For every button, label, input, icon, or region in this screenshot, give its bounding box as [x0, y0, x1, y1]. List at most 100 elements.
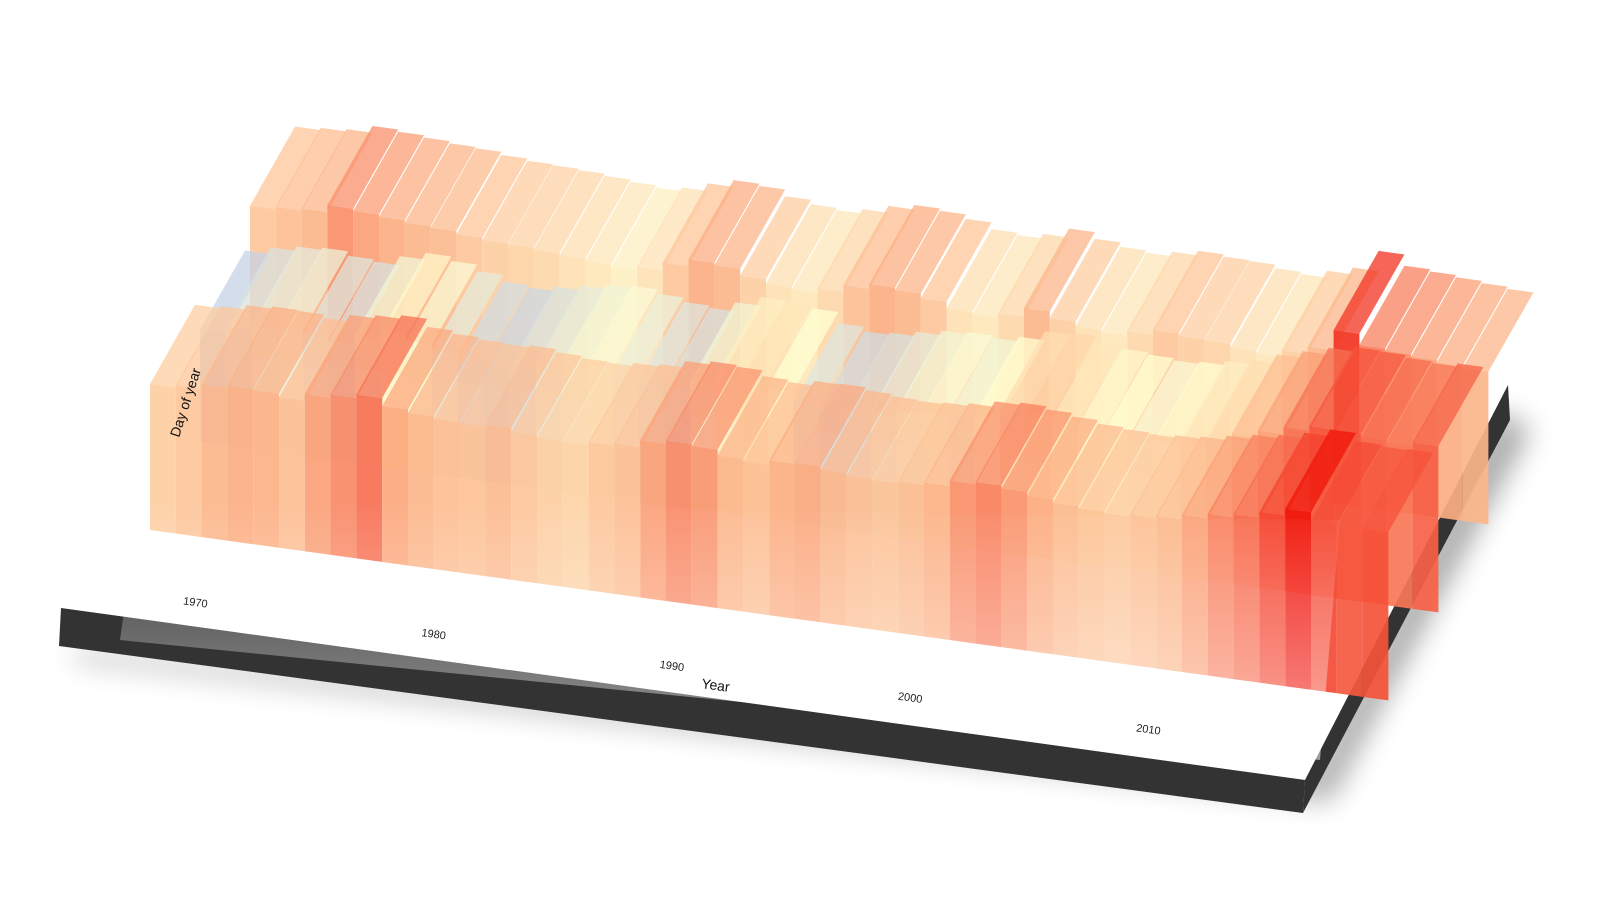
surface-bar-top [1049, 238, 1121, 322]
surface-bar-top [872, 400, 944, 484]
surface-bar-top [1103, 354, 1174, 438]
surface-bar-top [820, 390, 892, 474]
surface-bar-top [1335, 351, 1406, 435]
surface-bar-top [1361, 357, 1432, 441]
surface-bar-top [330, 315, 402, 398]
surface-bar-top [1285, 429, 1356, 513]
surface-bar-top [843, 205, 915, 289]
surface-bar-top [846, 396, 918, 479]
surface-bar-top [559, 175, 631, 259]
surface-bar-top [1075, 246, 1147, 330]
surface-bar-top [1078, 429, 1150, 512]
surface-bar-top [1025, 332, 1097, 416]
surface-bar-top [1359, 265, 1431, 349]
surface-bar [150, 384, 176, 534]
surface-bar-top [175, 306, 247, 389]
surface-bar-top [1178, 256, 1250, 340]
surface-bar-top [482, 160, 553, 244]
surface-bar-top [1232, 354, 1303, 438]
surface-bar-top [1230, 268, 1302, 351]
surface-bar-top [1101, 252, 1173, 336]
surface-bar-top [975, 402, 1047, 486]
surface-bar-top [382, 326, 453, 410]
surface-bar-top [769, 381, 840, 464]
surface-bar-top [380, 252, 452, 336]
surface-bar-top [535, 285, 607, 369]
surface-bar-top [561, 284, 632, 368]
surface-bar-top [562, 362, 634, 446]
surface-bar-top [1104, 433, 1176, 517]
surface-bar-top [795, 383, 866, 467]
surface-bar-top [533, 170, 605, 253]
surface-bar-top [1180, 360, 1252, 444]
surface-bar-top [253, 310, 324, 394]
surface-bar-top [201, 305, 273, 388]
surface-bar-top [1362, 449, 1434, 532]
surface-bar-top [458, 281, 529, 365]
surface-bar-top [1182, 435, 1253, 519]
surface-bar-top [1156, 436, 1227, 520]
surface-bar-top [327, 125, 399, 209]
surface-bar-top [456, 154, 528, 238]
surface-bar-top [743, 381, 815, 465]
surface-bar-top [920, 218, 992, 302]
surface-bar-top [611, 187, 682, 271]
surface-bar-top [1412, 363, 1484, 447]
surface-bar-top [275, 127, 347, 211]
surface-bar-top [1257, 351, 1329, 434]
surface-bar-top [1333, 250, 1405, 334]
surface-bar-top [717, 376, 789, 459]
surface-bar-top [1128, 360, 1200, 444]
x-tick-label: 2000 [897, 691, 923, 706]
surface-bar [1336, 525, 1363, 697]
surface-bar [1362, 528, 1389, 701]
surface-bar-top [974, 336, 1045, 420]
surface-bar-top [948, 337, 1019, 421]
surface-bar-top [150, 304, 221, 388]
surface-bar-top [640, 361, 711, 444]
surface-bar-top [1153, 250, 1224, 334]
surface-bar-top [791, 210, 863, 293]
surface-bar-top [379, 137, 450, 221]
surface-bar-top [688, 180, 760, 263]
surface-bar-top [1282, 270, 1353, 354]
surface-bar-top [459, 343, 531, 427]
x-tick-label: 1980 [421, 627, 447, 642]
surface-bar-top [1311, 441, 1382, 524]
surface-bar-top [896, 330, 968, 414]
surface-bar-top [537, 358, 608, 441]
surface-bar-top [1385, 271, 1456, 355]
x-tick-label: 2010 [1135, 722, 1161, 737]
surface-bar-top [1207, 434, 1279, 518]
surface-bar [1462, 368, 1489, 525]
surface-bar-top [356, 315, 428, 398]
surface-bar-top [1077, 348, 1148, 432]
surface-bar-top [972, 234, 1044, 318]
surface-bar-top [1462, 288, 1534, 372]
surface-bar-top [638, 301, 710, 385]
surface-bar-top [869, 205, 940, 288]
surface-bar-top [998, 234, 1069, 317]
surface-bar-top [404, 143, 476, 227]
surface-bar-top [1283, 347, 1355, 431]
x-axis-ticks: 1970 1980 1990 2000 2010 [182, 595, 1161, 737]
surface-bar-top [898, 402, 969, 486]
surface-bar-top [1001, 409, 1073, 493]
surface-bar-top [1386, 363, 1458, 446]
surface-bar-top [1309, 346, 1381, 430]
surface-bar-top [612, 293, 684, 377]
surface-bar-top [845, 332, 916, 416]
surface-bar-top [588, 362, 660, 446]
x-axis-title: Year [701, 675, 732, 695]
surface-bar-top [511, 352, 582, 435]
surface-bar-top [741, 298, 813, 381]
surface-bar-top [1204, 261, 1276, 344]
surface-bar-top [946, 229, 1018, 312]
surface-bar-top [304, 314, 376, 398]
x-tick-label: 1970 [182, 595, 208, 610]
surface-bar-top [716, 296, 787, 380]
surface-bar-top [585, 181, 657, 265]
surface-bar-top [1051, 340, 1123, 424]
surface-bar-top [353, 131, 424, 215]
